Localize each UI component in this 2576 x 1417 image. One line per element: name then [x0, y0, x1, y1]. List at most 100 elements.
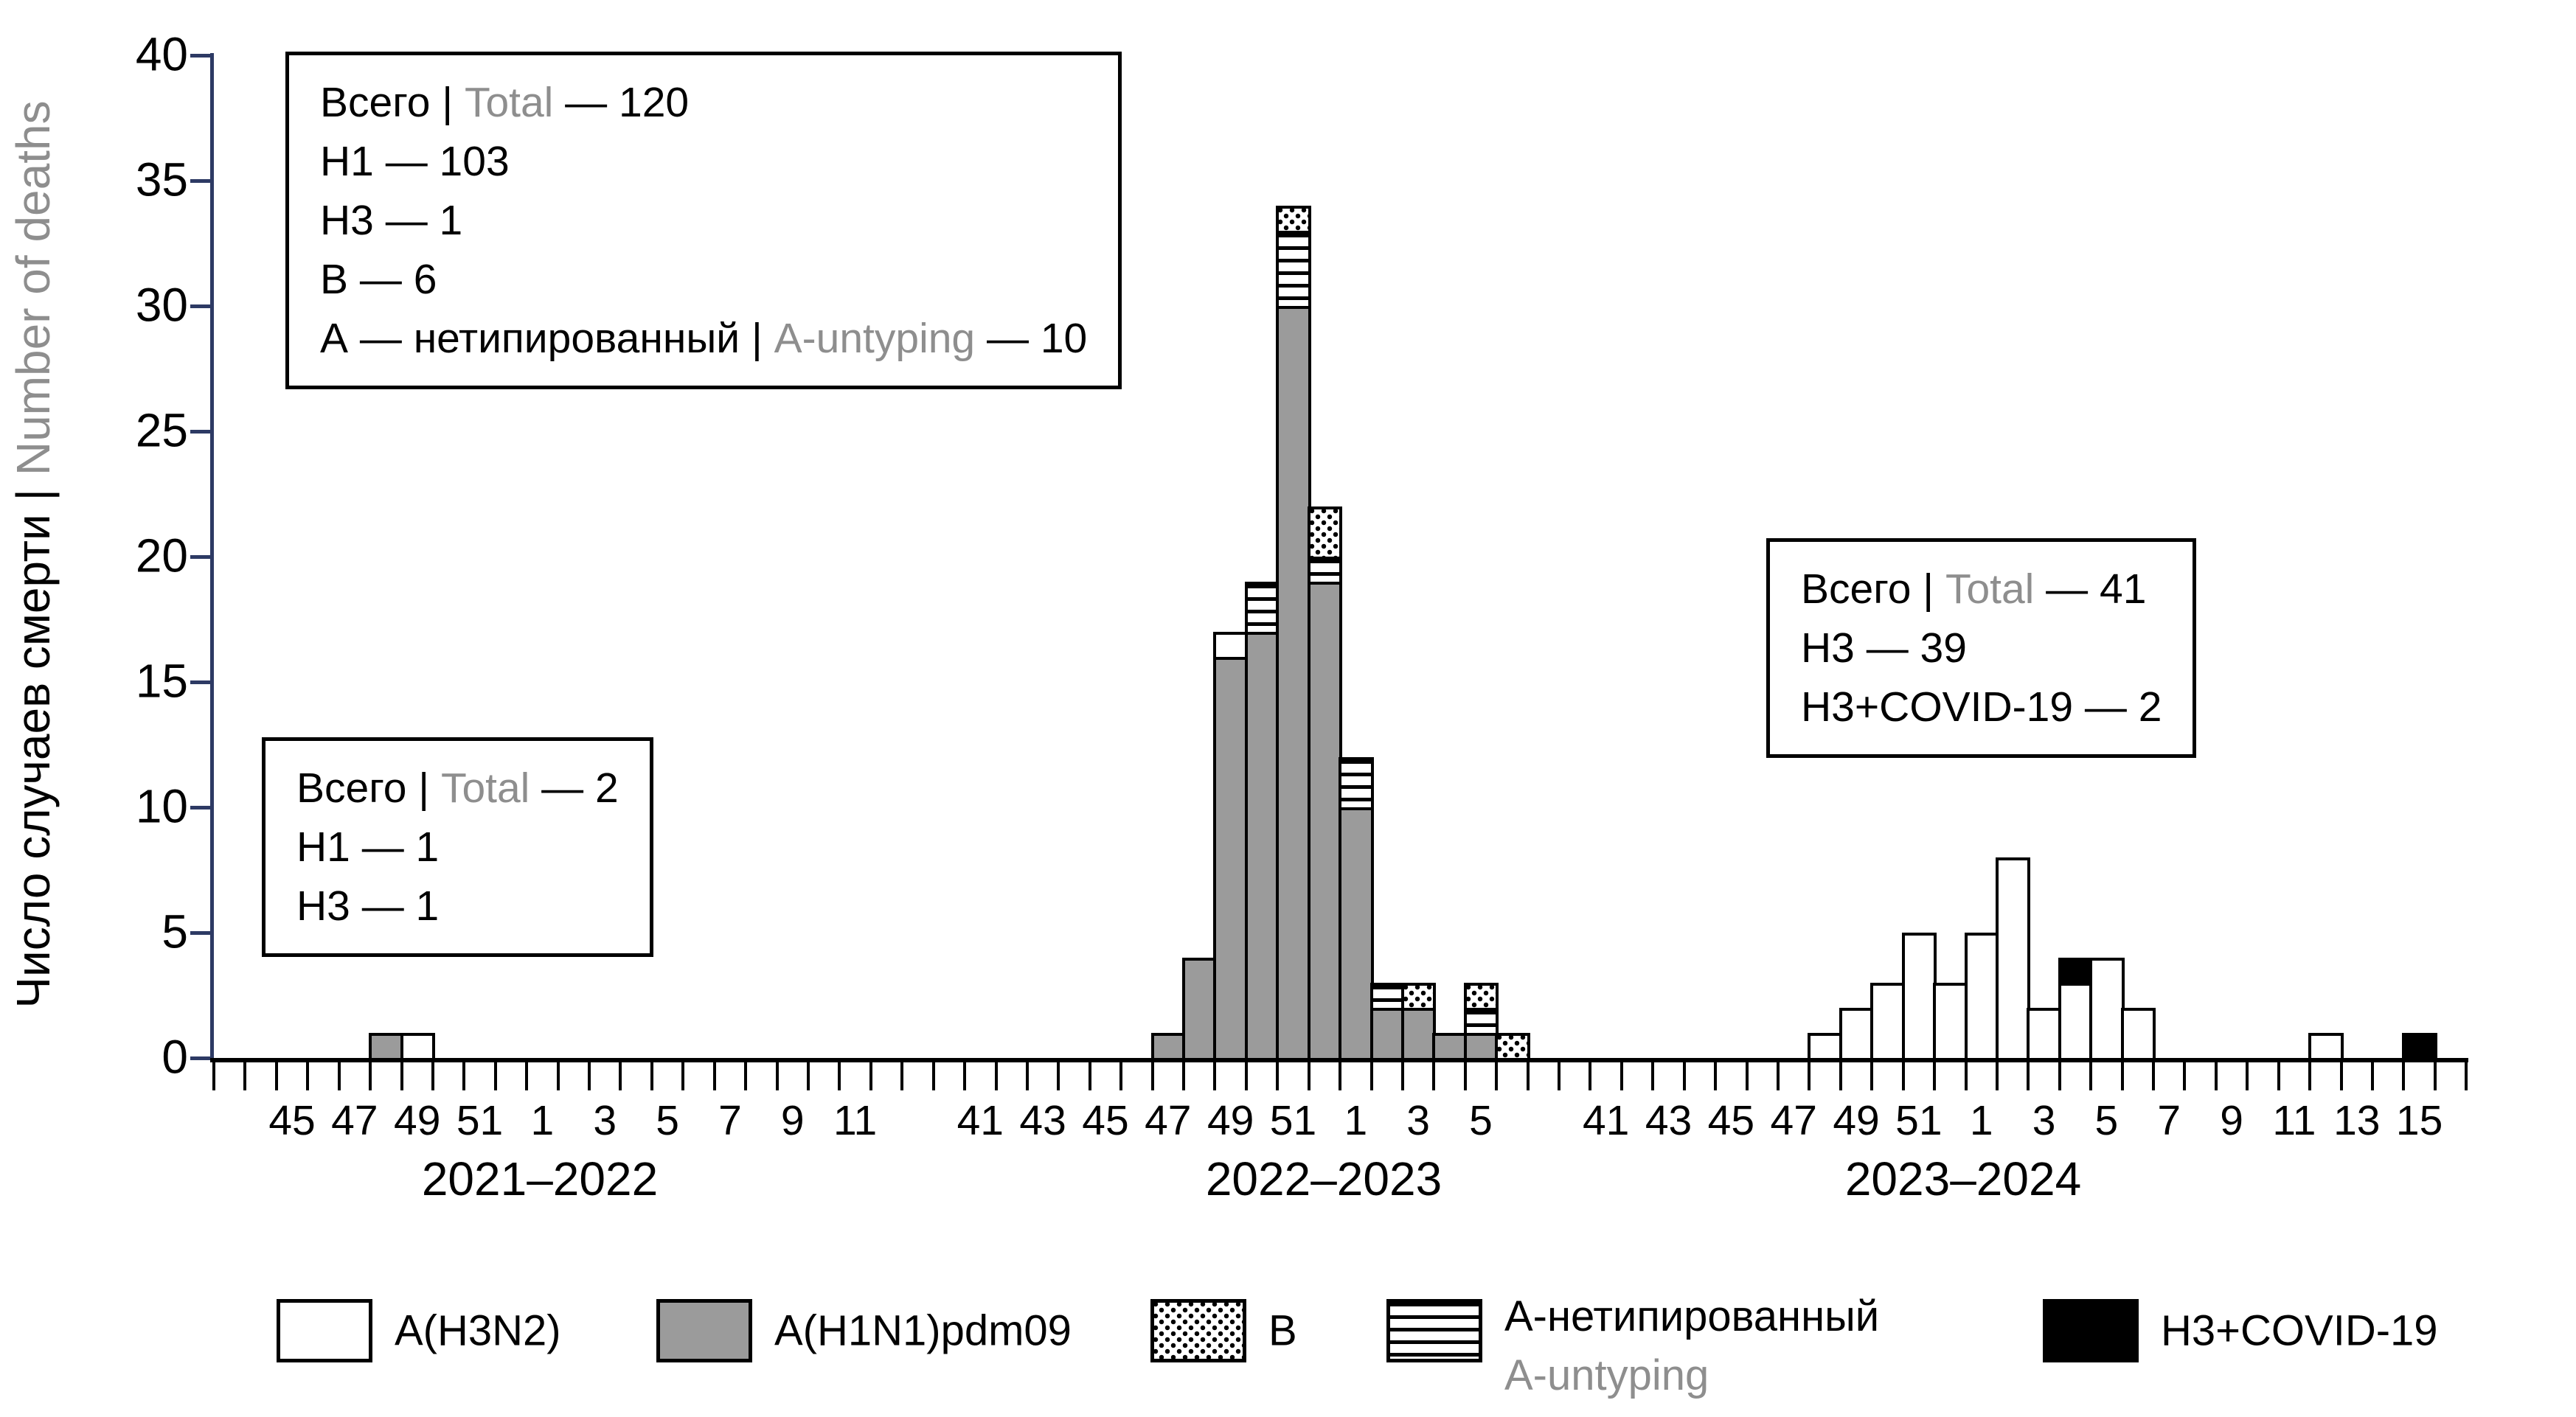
- x-tick: [1808, 1062, 1811, 1090]
- x-tick-label: 45: [1707, 1097, 1755, 1144]
- x-tick: [1057, 1062, 1060, 1090]
- x-tick: [2277, 1062, 2280, 1090]
- legend-label-h3n2: A(H3N2): [395, 1306, 561, 1355]
- bar-segment-h1n1-week-49: [1213, 657, 1249, 1061]
- bar-segment-h3n2-week-2: [1995, 857, 2031, 1061]
- y-tick-label: 20: [135, 529, 188, 582]
- x-tick: [744, 1062, 748, 1090]
- x-tick-label: 9: [2220, 1097, 2243, 1144]
- annotation-line: Всего | Total — 120: [320, 73, 1087, 132]
- bar-segment-h3n2-week-5: [2089, 958, 2125, 1061]
- x-tick: [274, 1062, 278, 1090]
- bar-segment-b-week-52: [1307, 506, 1343, 560]
- bar-segment-untyped-week-5: [1463, 1008, 1499, 1036]
- y-tick: [190, 430, 214, 434]
- x-tick: [900, 1062, 904, 1090]
- x-tick: [2465, 1062, 2468, 1090]
- annotation-line: H1 — 1: [296, 818, 619, 877]
- bar-segment-h3n2-week-52: [1933, 983, 1968, 1061]
- x-tick: [869, 1062, 872, 1090]
- bar-segment-covid-week-4: [2058, 958, 2094, 986]
- x-tick-label: 7: [718, 1097, 742, 1144]
- annotation-text: Всего |: [1801, 565, 1945, 613]
- x-tick-label: 43: [1019, 1097, 1066, 1144]
- x-tick-label: 5: [2094, 1097, 2119, 1144]
- annotation-line: H3 — 1: [296, 877, 619, 936]
- x-tick: [337, 1062, 341, 1090]
- bar-segment-h1n1-week-5: [1463, 1033, 1499, 1061]
- x-tick: [2246, 1062, 2249, 1090]
- x-tick-label: 13: [2333, 1097, 2381, 1144]
- x-tick: [2402, 1062, 2406, 1090]
- bar-segment-covid-week-15: [2402, 1033, 2437, 1061]
- legend-label-untyped-english: A-untyping: [1504, 1351, 1709, 1399]
- annotation-line: H3 — 1: [320, 191, 1087, 250]
- x-tick-label: 3: [2032, 1097, 2056, 1144]
- annotation-text: — 120: [553, 79, 690, 126]
- x-tick: [400, 1062, 403, 1090]
- x-tick: [2214, 1062, 2218, 1090]
- y-tick: [190, 1056, 214, 1060]
- x-tick: [1745, 1062, 1749, 1090]
- annotation-text: H3+COVID-19 — 2: [1801, 683, 2162, 731]
- x-tick: [2183, 1062, 2187, 1090]
- y-tick-label: 25: [135, 403, 188, 457]
- bar-segment-h1n1-week-48: [369, 1033, 404, 1061]
- annotation-text: B — 6: [320, 256, 437, 303]
- x-tick: [2089, 1062, 2093, 1090]
- bar-segment-untyped-week-52: [1307, 557, 1343, 585]
- bar-segment-untyped-week-2: [1369, 983, 1405, 1011]
- x-tick-label: 1: [1969, 1097, 1993, 1144]
- x-tick: [493, 1062, 497, 1090]
- x-tick-label: 15: [2395, 1097, 2443, 1144]
- x-tick-label: 49: [1207, 1097, 1254, 1144]
- x-tick: [806, 1062, 810, 1090]
- x-tick: [1558, 1062, 1561, 1090]
- x-tick: [1213, 1062, 1217, 1090]
- legend-label-h1n1: A(H1N1)pdm09: [774, 1306, 1072, 1355]
- y-tick-label: 30: [135, 278, 188, 332]
- annotation-text: Всего |: [296, 765, 441, 812]
- bar-segment-h3n2-week-1: [1964, 933, 1999, 1061]
- x-tick: [588, 1062, 591, 1090]
- x-tick-label: 51: [456, 1097, 504, 1144]
- y-tick: [190, 931, 214, 935]
- annotation-text: A-untyping: [774, 315, 976, 362]
- annotation-text: H1 — 103: [320, 138, 510, 185]
- x-tick: [2308, 1062, 2312, 1090]
- x-tick: [1682, 1062, 1686, 1090]
- x-tick: [712, 1062, 716, 1090]
- x-tick-label: 47: [1770, 1097, 1817, 1144]
- x-tick: [2433, 1062, 2437, 1090]
- x-tick: [1307, 1062, 1310, 1090]
- x-tick: [1088, 1062, 1091, 1090]
- annotation-text: H1 — 1: [296, 824, 440, 871]
- x-tick: [2370, 1062, 2374, 1090]
- x-tick: [243, 1062, 247, 1090]
- bar-segment-h1n1-week-47: [1150, 1033, 1186, 1061]
- bar-segment-h3n2-week-49: [1839, 1008, 1875, 1061]
- y-tick-label: 5: [162, 905, 188, 958]
- x-tick: [212, 1062, 215, 1090]
- y-tick: [190, 179, 214, 183]
- x-tick-label: 41: [1582, 1097, 1630, 1144]
- bar-segment-h3n2-week-49: [400, 1033, 435, 1061]
- bar-segment-h3n2-week-51: [1901, 933, 1937, 1061]
- x-tick: [963, 1062, 967, 1090]
- x-tick: [650, 1062, 653, 1090]
- x-tick: [1119, 1062, 1123, 1090]
- x-tick: [2120, 1062, 2124, 1090]
- x-tick-label: 45: [1082, 1097, 1129, 1144]
- y-tick: [190, 54, 214, 58]
- annotation-text: Total: [464, 79, 554, 126]
- annotation-text: — 10: [975, 315, 1088, 362]
- x-tick: [1714, 1062, 1718, 1090]
- annotation-text: H3 — 1: [320, 197, 463, 244]
- annotation-line: H1 — 103: [320, 132, 1087, 191]
- bar-segment-h1n1-week-48: [1182, 958, 1218, 1061]
- x-tick-label: 9: [780, 1097, 805, 1144]
- bar-segment-h1n1-week-1: [1339, 807, 1374, 1061]
- legend-label-b: B: [1268, 1306, 1297, 1355]
- x-tick: [681, 1062, 685, 1090]
